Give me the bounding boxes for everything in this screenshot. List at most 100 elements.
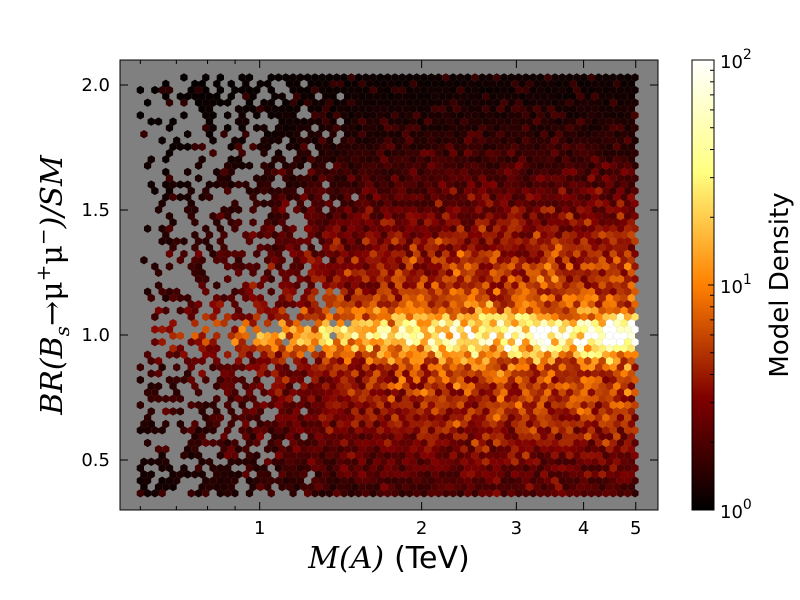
hexbin-cell — [445, 142, 454, 151]
hexbin-cell — [489, 382, 497, 391]
hexbin-cell — [533, 445, 541, 454]
hexbin-cell — [562, 79, 570, 88]
hexbin-cell — [347, 350, 355, 359]
hexbin-cell — [285, 319, 294, 328]
hexbin-cell — [354, 476, 363, 485]
hexbin-cell — [307, 79, 315, 88]
hexbin-cell — [435, 274, 443, 284]
hexbin-cell — [293, 470, 301, 479]
hexbin-cell — [384, 413, 392, 422]
hexbin-cell — [416, 117, 424, 126]
hexbin-cell — [496, 331, 505, 340]
hexbin-cell — [344, 218, 352, 227]
hexbin-cell — [289, 438, 297, 448]
hexbin-cell — [482, 407, 490, 416]
hexbin-cell — [598, 281, 606, 290]
hexbin-cell — [576, 457, 585, 466]
hexbin-cell — [373, 243, 381, 252]
hexbin-cell — [296, 388, 304, 397]
hexbin-cell — [409, 445, 417, 454]
hexbin-cell — [478, 489, 486, 498]
hexbin-cell — [591, 193, 599, 202]
hexbin-cell — [267, 224, 275, 233]
hexbin-cell — [431, 104, 439, 114]
hexbin-cell — [154, 482, 163, 492]
hexbin-cell — [456, 174, 465, 183]
hexbin-cell — [391, 413, 399, 422]
hexbin-cell — [438, 407, 446, 416]
hexbin-cell — [373, 117, 381, 126]
hexbin-cell — [264, 470, 272, 479]
hexbin-cell — [504, 268, 512, 277]
hexbin-cell — [533, 281, 541, 290]
hexbin-cell — [624, 438, 632, 448]
hexbin-cell — [394, 205, 403, 214]
hexbin-cell — [147, 180, 155, 189]
hexbin-cell — [264, 268, 272, 277]
hexbin-cell — [285, 331, 294, 340]
hexbin-cell — [602, 426, 610, 435]
hexbin-cell — [595, 337, 603, 347]
hexbin-cell — [369, 413, 377, 422]
hexbin-cell — [620, 243, 628, 252]
hexbin-cell — [362, 73, 370, 82]
hexbin-cell — [191, 243, 199, 252]
hexbin-cell — [558, 211, 566, 221]
hexbin-cell — [351, 382, 359, 391]
hexbin-cell — [598, 306, 606, 315]
hexbin-cell — [271, 256, 279, 265]
hexbin-cell — [518, 230, 526, 240]
hexbin-cell — [471, 451, 479, 460]
hexbin-cell — [558, 451, 566, 460]
hexbin-cell — [304, 438, 312, 448]
hexbin-cell — [318, 224, 326, 233]
hexbin-cell — [449, 148, 457, 158]
hexbin-cell — [387, 293, 395, 303]
hexbin-cell — [420, 249, 428, 259]
hexbin-cell — [402, 445, 410, 454]
hexbin-cell — [602, 312, 610, 322]
hexbin-cell — [329, 281, 337, 290]
hexbin-cell — [336, 193, 344, 202]
hexbin-cell — [194, 98, 203, 107]
hexbin-cell — [587, 325, 595, 334]
hexbin-cell — [587, 211, 595, 221]
hexbin-cell — [547, 104, 555, 114]
hexbin-cell — [587, 237, 595, 246]
hexbin-cell — [144, 287, 152, 296]
hexbin-cell — [394, 230, 403, 240]
hexbin-cell — [591, 356, 599, 366]
hexbin-cell — [267, 337, 275, 347]
hexbin-cell — [504, 92, 512, 101]
hexbin-cell — [264, 167, 272, 177]
hexbin-cell — [369, 237, 377, 246]
hexbin-cell — [300, 193, 308, 202]
hexbin-cell — [584, 356, 592, 366]
hexbin-cell — [256, 432, 264, 441]
hexbin-cell — [354, 426, 363, 435]
hexbin-cell — [624, 451, 632, 460]
hexbin-cell — [482, 268, 490, 277]
hexbin-cell — [475, 457, 483, 466]
hexbin-cell — [314, 117, 323, 126]
hexbin-cell — [402, 482, 410, 492]
hexbin-cell — [231, 438, 239, 448]
hexbin-cell — [329, 218, 337, 227]
hexbin-cell — [616, 388, 625, 397]
hexbin-cell — [158, 287, 166, 296]
hexbin-cell — [507, 237, 515, 246]
hexbin-cell — [471, 161, 479, 170]
hexbin-cell — [551, 123, 559, 133]
hexbin-cell — [555, 268, 563, 277]
hexbin-cell — [427, 287, 435, 296]
hexbin-cell — [442, 287, 450, 296]
plot-frame — [119, 59, 659, 511]
hexbin-cell — [493, 274, 501, 284]
hexbin-cell — [493, 174, 501, 183]
hexbin-cell — [336, 281, 344, 290]
hexbin-cell — [453, 130, 461, 139]
hexbin-cell — [544, 249, 552, 259]
hexbin-cell — [351, 142, 359, 151]
hexbin-cell — [304, 136, 312, 145]
hexbin-cell — [187, 337, 195, 347]
